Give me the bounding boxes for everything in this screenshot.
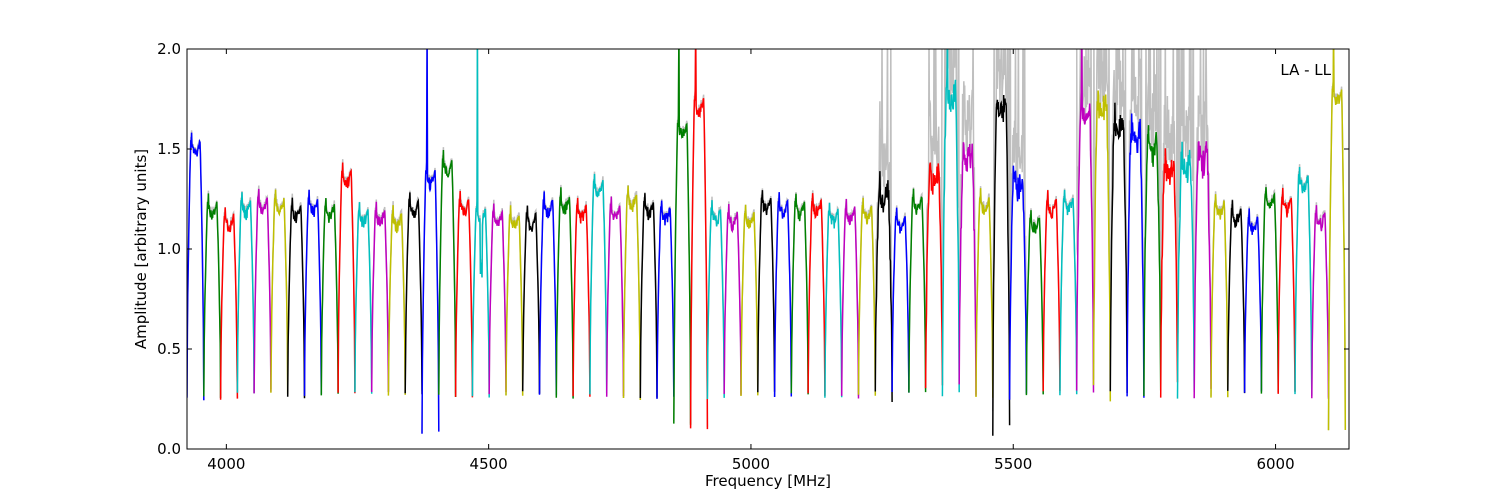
channel-trace-58 [1159, 148, 1179, 398]
x-tick-label: 4500 [470, 455, 508, 473]
channel-trace-4 [253, 188, 272, 394]
channel-trace-44 [924, 162, 944, 389]
channel-trace-46 [958, 142, 977, 396]
y-tick-label: 1.0 [157, 240, 181, 258]
y-axis: 0.0 0.5 1.0 1.5 2.0 [157, 40, 1349, 458]
channel-trace-39 [840, 198, 860, 399]
channel-trace-7 [303, 189, 323, 396]
channel-trace-57 [1143, 125, 1162, 397]
channel-trace-59 [1176, 141, 1195, 399]
channel-trace-15 [438, 149, 457, 398]
channel-trace-33 [740, 204, 759, 397]
x-axis: 4000 4500 5000 5500 6000 [207, 49, 1295, 473]
channel-trace-37 [807, 193, 826, 397]
channel-trace-51 [1042, 190, 1061, 392]
channel-trace-10 [354, 202, 373, 394]
channel-trace-27 [639, 193, 658, 399]
y-axis-label: Amplitude [arbitrary units] [132, 149, 150, 349]
channel-trace-19 [505, 205, 524, 396]
channel-trace-60 [1193, 141, 1212, 399]
raw-trace-56 [1126, 49, 1145, 367]
channel-trace-41 [874, 171, 893, 403]
channel-trace-38 [824, 202, 843, 398]
channel-trace-18 [488, 203, 507, 395]
channel-trace-45 [941, 49, 960, 397]
channel-trace-56 [1126, 113, 1145, 398]
channel-trace-31 [706, 200, 725, 400]
channel-trace-50 [1025, 210, 1044, 396]
channel-trace-28 [656, 200, 675, 399]
channel-trace-65 [1277, 187, 1296, 394]
plot-area [187, 49, 1349, 449]
channel-trace-32 [723, 203, 742, 396]
channel-trace-52 [1059, 189, 1078, 396]
channel-trace-68 [1327, 49, 1347, 431]
channel-trace-63 [1243, 208, 1263, 393]
channel-trace-64 [1260, 187, 1279, 394]
channel-trace-2 [219, 207, 239, 400]
channel-trace-49 [1008, 165, 1028, 400]
raw-trace-57 [1143, 49, 1162, 381]
x-tick-label: 5000 [732, 455, 770, 473]
channel-trace-11 [370, 201, 390, 393]
channel-trace-24 [589, 173, 608, 395]
raw-trace-58 [1159, 49, 1179, 371]
channel-trace-62 [1227, 200, 1246, 394]
channel-trace-34 [757, 190, 776, 393]
channel-trace-8 [320, 198, 339, 396]
channel-trace-42 [891, 207, 910, 393]
channel-trace-9 [337, 162, 356, 394]
channel-traces [187, 49, 1347, 436]
channel-trace-66 [1294, 166, 1313, 397]
channel-trace-36 [790, 193, 809, 395]
channel-trace-13 [404, 192, 423, 395]
raw-trace-53 [1075, 49, 1095, 364]
channel-trace-16 [454, 190, 474, 398]
channel-trace-6 [286, 197, 306, 399]
x-tick-label: 4000 [207, 455, 245, 473]
channel-trace-47 [975, 188, 994, 398]
channel-trace-55 [1109, 102, 1128, 394]
channel-trace-53 [1075, 49, 1095, 393]
y-tick-label: 0.5 [157, 340, 181, 358]
channel-trace-40 [857, 197, 877, 396]
x-tick-label: 6000 [1256, 455, 1294, 473]
channel-trace-14 [421, 49, 440, 434]
y-tick-label: 1.5 [157, 140, 181, 158]
channel-trace-3 [236, 192, 255, 394]
channel-trace-26 [622, 185, 642, 401]
x-axis-label: Frequency [MHz] [705, 472, 831, 490]
channel-trace-61 [1210, 194, 1229, 398]
channel-trace-1 [203, 193, 222, 399]
channel-trace-0 [187, 132, 205, 401]
channel-trace-48 [992, 94, 1011, 436]
channel-trace-20 [521, 205, 541, 394]
baseline-annotation: LA - LL [1280, 61, 1331, 79]
x-tick-label: 5500 [994, 455, 1032, 473]
raw-trace-49 [1008, 49, 1028, 363]
channel-trace-12 [387, 205, 406, 396]
channel-trace-17 [471, 49, 490, 398]
channel-trace-29 [673, 49, 692, 425]
y-tick-label: 2.0 [157, 40, 181, 58]
channel-trace-23 [572, 197, 591, 397]
channel-trace-25 [605, 196, 625, 397]
channel-trace-43 [908, 188, 927, 393]
channel-trace-22 [555, 187, 574, 399]
channel-trace-54 [1092, 90, 1112, 402]
y-tick-label: 0.0 [157, 440, 181, 458]
channel-trace-21 [538, 191, 558, 396]
channel-trace-35 [773, 192, 793, 398]
channel-trace-67 [1311, 205, 1330, 399]
channel-trace-30 [689, 49, 709, 430]
channel-trace-5 [270, 189, 289, 395]
